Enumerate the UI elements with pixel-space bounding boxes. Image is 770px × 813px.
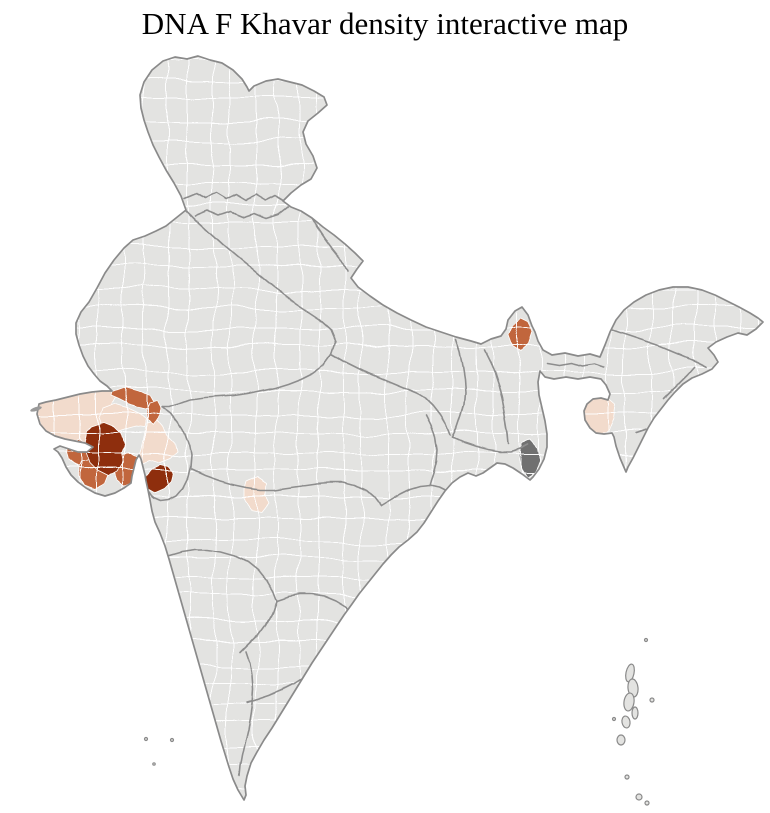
island-nicobar-3 — [644, 800, 650, 806]
district-patan-strip[interactable] — [146, 400, 163, 427]
island-lakshadweep-2 — [169, 737, 175, 743]
islands-layer — [30, 406, 655, 806]
island-andaman-dot-3 — [611, 716, 617, 722]
island-nicobar-1 — [624, 774, 630, 780]
islet-kori-creek-hook — [30, 406, 42, 412]
map-title: DNA F Khavar density interactive map — [141, 6, 629, 41]
state-border-line — [452, 339, 467, 439]
state-border-line — [546, 363, 605, 369]
state-border-line — [148, 406, 192, 502]
state-border-line — [611, 329, 707, 367]
state-border-line — [275, 593, 355, 615]
state-border-line — [185, 209, 249, 267]
island-andaman-6 — [616, 734, 626, 746]
district-sikkim-darjeeling[interactable] — [508, 316, 534, 351]
state-border-line — [195, 206, 290, 219]
state-border-line — [426, 415, 439, 486]
state-border-line — [661, 365, 694, 399]
state-border-line — [190, 469, 381, 507]
island-andaman-dot-2 — [649, 697, 655, 703]
state-border-line — [452, 437, 530, 453]
state-border-line — [331, 353, 452, 437]
state-border-line — [483, 349, 510, 445]
state-border-line — [379, 484, 449, 507]
island-andaman-dot-1 — [643, 637, 649, 643]
choropleth-layer — [37, 316, 617, 512]
state-border-line — [162, 265, 337, 408]
island-andaman-4 — [631, 706, 639, 720]
state-border-line — [183, 192, 292, 203]
island-andaman-1 — [625, 663, 635, 683]
state-border-line — [309, 215, 350, 271]
island-lakshadweep-3 — [152, 762, 156, 766]
island-nicobar-2 — [635, 793, 643, 801]
island-andaman-5 — [621, 715, 631, 729]
island-lakshadweep-1 — [143, 736, 149, 742]
state-border-line — [165, 549, 277, 601]
map-body — [37, 56, 763, 800]
island-andaman-3 — [623, 692, 635, 712]
national-outline — [36, 55, 764, 801]
state-border-line — [239, 599, 277, 654]
state-border-line — [238, 651, 254, 777]
